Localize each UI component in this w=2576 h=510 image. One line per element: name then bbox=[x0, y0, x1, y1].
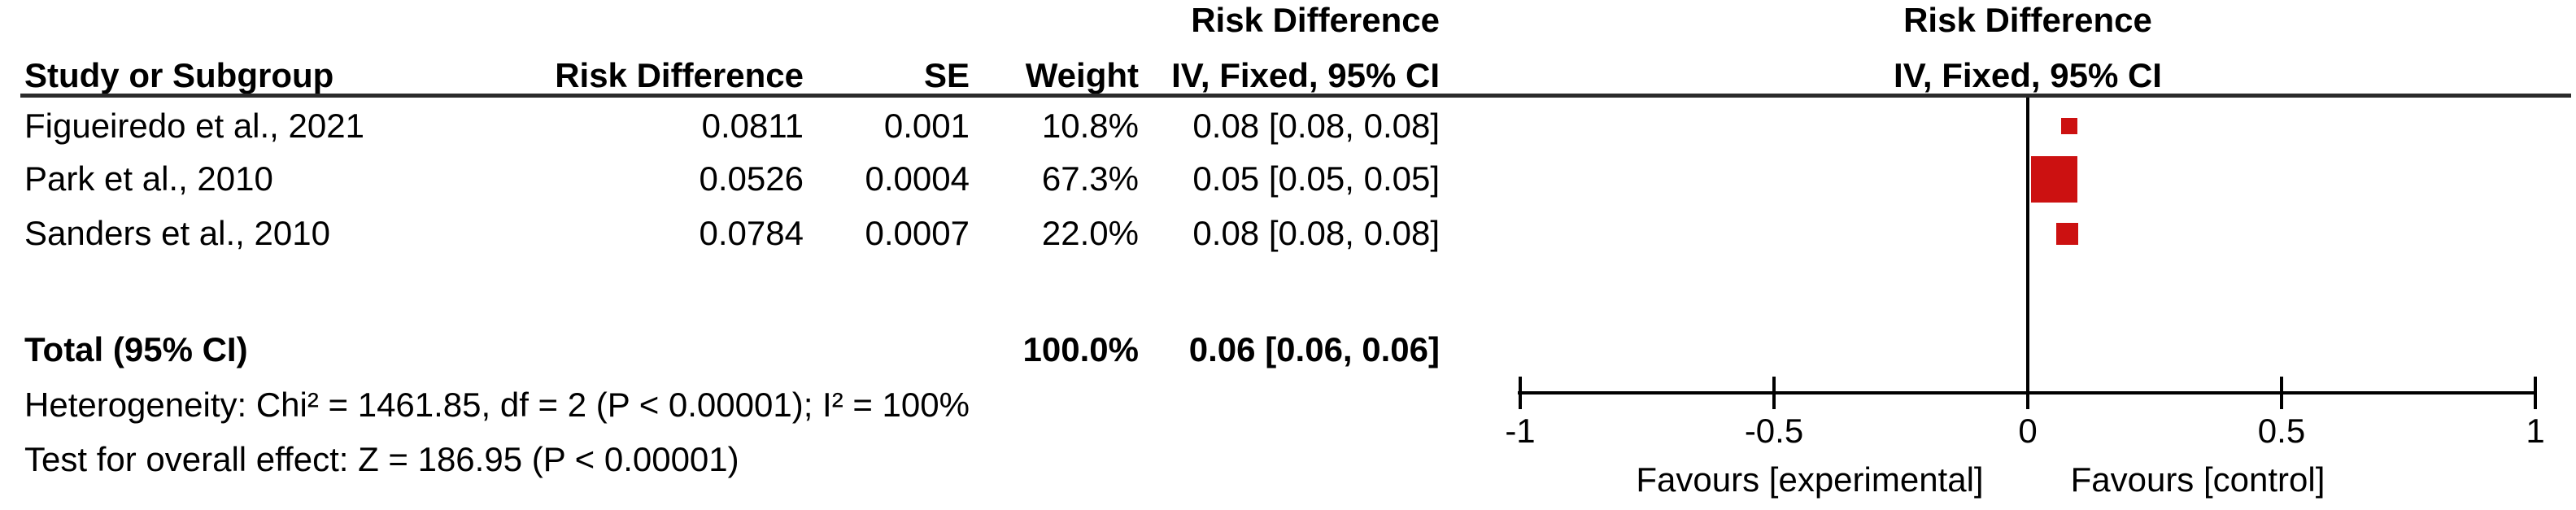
risk-difference-value: 0.0811 bbox=[701, 107, 804, 145]
x-tick-label: -1 bbox=[1505, 412, 1536, 450]
zero-reference-line bbox=[2026, 98, 2029, 409]
x-tick-mark bbox=[2280, 377, 2283, 409]
header-study-or-subgroup: Study or Subgroup bbox=[24, 56, 334, 94]
ci-value: 0.05 [0.05, 0.05] bbox=[1192, 159, 1440, 198]
header-risk-difference: Risk Difference bbox=[555, 56, 804, 94]
weight-value: 67.3% bbox=[1041, 159, 1139, 198]
ci-value: 0.08 [0.08, 0.08] bbox=[1192, 214, 1440, 252]
plot-header-iv-fixed-ci: IV, Fixed, 95% CI bbox=[1894, 56, 2162, 94]
header-weight: Weight bbox=[1025, 56, 1139, 94]
se-value: 0.001 bbox=[883, 107, 970, 145]
total-weight: 100.0% bbox=[1022, 330, 1139, 368]
study-name: Figueiredo et al., 2021 bbox=[24, 107, 364, 145]
table-ci-column-title: Risk Difference bbox=[1191, 1, 1440, 39]
header-underline bbox=[20, 94, 2571, 98]
study-name: Park et al., 2010 bbox=[24, 159, 273, 198]
total-label: Total (95% CI) bbox=[24, 330, 248, 368]
overall-effect-text: Test for overall effect: Z = 186.95 (P <… bbox=[24, 440, 739, 478]
se-value: 0.0004 bbox=[865, 159, 970, 198]
heterogeneity-text: Heterogeneity: Chi² = 1461.85, df = 2 (P… bbox=[24, 386, 970, 424]
x-tick-mark bbox=[2534, 377, 2537, 409]
study-name: Sanders et al., 2010 bbox=[24, 214, 330, 252]
weight-value: 22.0% bbox=[1041, 214, 1139, 252]
x-tick-mark bbox=[1772, 377, 1776, 409]
se-value: 0.0007 bbox=[865, 214, 970, 252]
x-tick-mark bbox=[2026, 377, 2029, 409]
study-weight-square bbox=[2056, 222, 2079, 245]
ci-value: 0.08 [0.08, 0.08] bbox=[1192, 107, 1440, 145]
header-se: SE bbox=[923, 56, 970, 94]
favours-control-label: Favours [control] bbox=[2070, 460, 2325, 499]
x-tick-label: 0.5 bbox=[2257, 412, 2306, 450]
risk-difference-value: 0.0526 bbox=[699, 159, 804, 198]
weight-value: 10.8% bbox=[1041, 107, 1139, 145]
x-tick-mark bbox=[1519, 377, 1522, 409]
x-tick-label: 1 bbox=[2526, 412, 2545, 450]
study-weight-square bbox=[2060, 118, 2077, 134]
header-iv-fixed-ci: IV, Fixed, 95% CI bbox=[1171, 56, 1440, 94]
study-weight-square bbox=[2031, 155, 2078, 203]
risk-difference-value: 0.0784 bbox=[699, 214, 804, 252]
total-ci: 0.06 [0.06, 0.06] bbox=[1188, 330, 1440, 368]
favours-experimental-label: Favours [experimental] bbox=[1636, 460, 1984, 499]
x-tick-label: -0.5 bbox=[1744, 412, 1804, 450]
plot-column-title: Risk Difference bbox=[1903, 1, 2152, 39]
x-tick-label: 0 bbox=[2018, 412, 2038, 450]
